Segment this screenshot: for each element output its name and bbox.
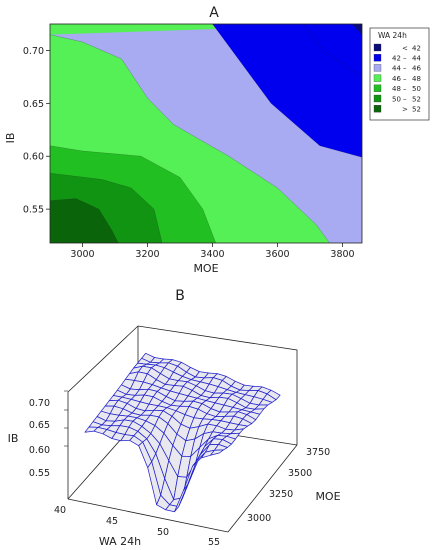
surface-y-tick-label: 3750 xyxy=(306,447,330,458)
surface-cell xyxy=(210,449,224,456)
contour-x-tick-label: 3800 xyxy=(330,249,354,260)
contour-x-tick-label: 3400 xyxy=(200,249,224,260)
legend-range-low: 44 xyxy=(392,65,401,73)
legend-range-dash: – xyxy=(403,55,407,63)
contour-line-44 xyxy=(303,23,363,78)
surface-z-tick-label: 0.60 xyxy=(29,445,50,456)
legend-range-dash: – xyxy=(403,85,407,93)
legend-range-high: 44 xyxy=(412,55,421,63)
legend-range-op: > xyxy=(402,106,408,114)
contour-y-tick-label: 0.60 xyxy=(23,152,44,163)
surface-y-tick-label: 3500 xyxy=(288,468,312,479)
contour-y-tick-label: 0.65 xyxy=(23,99,44,110)
contour-y-axis-label: IB xyxy=(4,133,17,144)
box-back-edges xyxy=(67,325,298,445)
legend-range-low: 42 xyxy=(392,55,401,63)
contour-region-above-52 xyxy=(50,198,119,243)
surface-z-tick-label: 0.65 xyxy=(29,420,50,431)
panel-b-title: B xyxy=(175,288,185,304)
surface-y-tick-label: 3000 xyxy=(247,513,271,524)
contour-line-48 xyxy=(49,34,330,244)
legend-range-high: 52 xyxy=(412,95,421,103)
panel-a-title: A xyxy=(209,5,219,21)
panel-b: B 0.55 0.60 0.65 0.70 40 45 50 55 3000 3250 3500… xyxy=(8,288,341,548)
legend-range-dash: – xyxy=(403,65,407,73)
surface-x-axis-label: WA 24h xyxy=(99,535,141,548)
surface-x-tick-label: 50 xyxy=(157,527,169,538)
legend-range-dash: – xyxy=(403,75,407,83)
contour-line-52 xyxy=(49,173,163,244)
surface-y-tick-label: 3250 xyxy=(269,489,293,500)
legend-swatch xyxy=(373,64,382,72)
contour-line-50 xyxy=(49,145,216,244)
legend-swatch xyxy=(373,105,382,113)
legend-range-high: 48 xyxy=(412,75,421,83)
contour-x-tick-label: 3600 xyxy=(265,249,289,260)
legend-title: WA 24h xyxy=(378,31,407,40)
contour-plot-frame xyxy=(49,23,363,244)
legend-range-low: 48 xyxy=(392,85,401,93)
legend-range-dash: – xyxy=(403,95,407,103)
contour-y-tick-label: 0.55 xyxy=(23,205,44,216)
surface-z-tick-label: 0.55 xyxy=(29,468,50,479)
legend-swatch xyxy=(373,94,382,103)
contour-x-ticks: 3000 3200 3400 3600 3800 xyxy=(70,243,355,260)
contour-line-54 xyxy=(49,198,119,244)
legend-range-high: 46 xyxy=(412,65,421,73)
legend-swatch xyxy=(373,74,382,82)
contour-x-axis-label: MOE xyxy=(193,262,218,275)
contour-region-42-44 xyxy=(212,24,362,158)
surface-mesh xyxy=(84,352,281,513)
contour-line-40 xyxy=(352,23,363,35)
panel-a: A 3000 3200 3400 3600 3800 0.550.600.650.70 … xyxy=(4,5,430,275)
legend-range-low: 50 xyxy=(392,95,401,103)
box-floor-front-left xyxy=(67,498,229,533)
legend-swatch xyxy=(373,54,382,62)
surface-x-tick-label: 40 xyxy=(54,505,66,516)
surface-y-ticks: 3000 3250 3500 3750 xyxy=(247,447,330,524)
legend-range-high: 42 xyxy=(412,44,421,52)
legend-swatch xyxy=(373,84,382,92)
contour-y-ticks: 0.55 0.60 0.65 0.70 xyxy=(23,46,50,216)
contour-regions xyxy=(49,23,363,244)
contour-line-46 xyxy=(212,23,363,158)
surface-x-ticks: 40 45 50 55 xyxy=(54,505,220,548)
surface-z-tick-label: 0.70 xyxy=(29,398,50,409)
surface-y-axis-label: MOE xyxy=(315,490,340,503)
contour-y-tick-label: 0.70 xyxy=(23,46,44,57)
legend-frame xyxy=(369,27,430,121)
legend-range-high: 50 xyxy=(412,85,421,93)
legend-range-high: 52 xyxy=(412,106,421,114)
surface-x-tick-label: 45 xyxy=(106,516,118,527)
surface-z-ticks: 0.55 0.60 0.65 0.70 xyxy=(29,390,68,479)
contour-x-tick-label: 3200 xyxy=(135,249,159,260)
legend-range-op: < xyxy=(402,44,408,52)
contour-x-tick-label: 3000 xyxy=(70,249,94,260)
box-floor-front-right xyxy=(227,444,298,533)
surface-z-axis-label: IB xyxy=(8,432,19,445)
legend-swatch xyxy=(373,43,382,52)
legend-range-low: 46 xyxy=(392,75,401,83)
surface-x-tick-label: 55 xyxy=(208,537,220,548)
